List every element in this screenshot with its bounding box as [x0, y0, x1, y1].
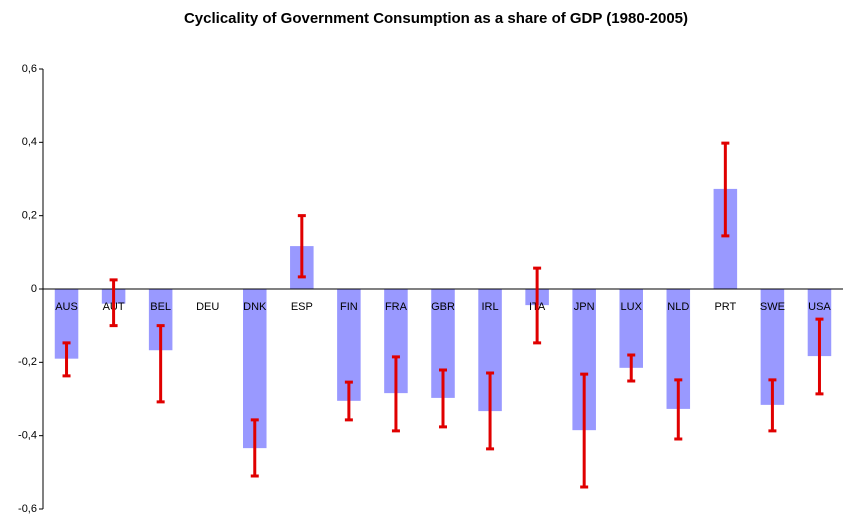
chart-title: Cyclicality of Government Consumption as…	[184, 10, 688, 27]
error-bar	[768, 378, 777, 433]
error-bar	[533, 266, 542, 345]
x-tick-label: DEU	[196, 301, 219, 313]
error-bar	[439, 368, 447, 429]
x-tick-label: BEL	[150, 301, 171, 313]
x-tick-label: FRA	[385, 301, 408, 313]
error-bar	[109, 278, 118, 328]
error-bar	[250, 418, 259, 478]
bar	[243, 289, 267, 449]
error-bar	[627, 353, 636, 383]
y-tick-label: -0,2	[18, 356, 37, 368]
y-tick-label: -0,4	[18, 430, 37, 442]
y-tick-label: 0,2	[22, 210, 37, 222]
x-tick-label: FIN	[340, 301, 358, 313]
error-bar	[721, 141, 730, 238]
x-tick-label: SWE	[760, 301, 785, 313]
error-bar	[580, 372, 589, 489]
error-bar	[486, 371, 495, 451]
x-tick-label: USA	[808, 301, 831, 313]
y-tick-label: 0,4	[22, 136, 37, 148]
x-tick-label: IRL	[481, 301, 498, 313]
error-bar	[674, 378, 683, 441]
error-bar	[391, 355, 400, 433]
x-tick-label: NLD	[667, 301, 689, 313]
x-tick-label: ESP	[291, 301, 313, 313]
error-bar	[815, 317, 824, 396]
y-tick-label: 0,6	[22, 63, 37, 75]
bar	[666, 289, 691, 409]
error-bar	[297, 214, 306, 279]
x-tick-label: LUX	[621, 301, 643, 313]
bar	[54, 289, 79, 359]
x-tick-label: DNK	[243, 301, 267, 313]
bar	[148, 289, 173, 351]
bar	[384, 289, 408, 394]
y-tick-label: -0,6	[18, 503, 37, 515]
bar	[713, 188, 738, 289]
bar	[478, 289, 502, 412]
bar	[760, 289, 785, 405]
x-tick-label: AUS	[55, 301, 78, 313]
bar	[337, 289, 361, 401]
x-tick-label: GBR	[431, 301, 455, 313]
error-bar	[62, 341, 71, 378]
error-bar	[344, 380, 353, 422]
y-tick-label: 0	[31, 283, 37, 295]
error-bar	[156, 324, 165, 404]
x-tick-label: JPN	[574, 301, 595, 313]
bar	[619, 289, 643, 368]
x-tick-label: PRT	[714, 301, 736, 313]
bar	[431, 289, 455, 398]
bar	[572, 289, 596, 431]
